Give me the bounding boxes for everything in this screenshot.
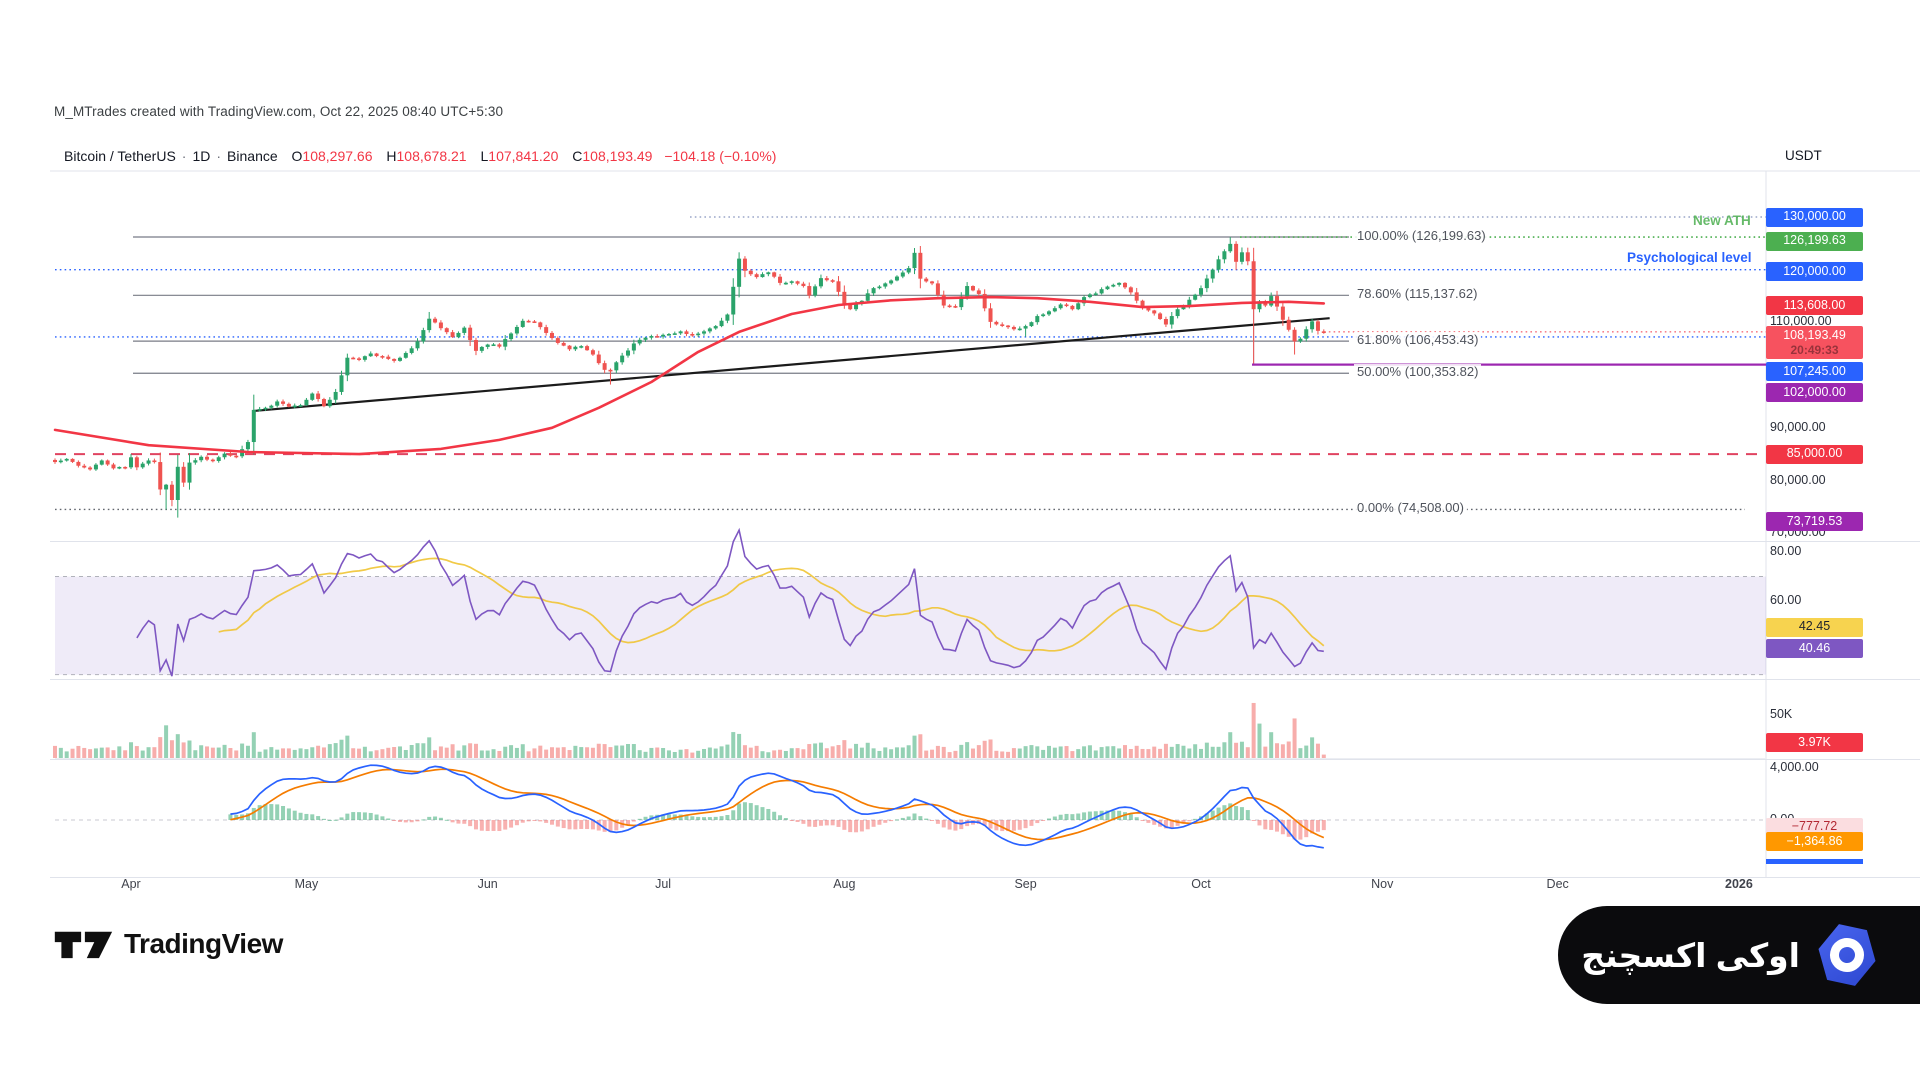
scale-badge: 85,000.00 [1766, 444, 1863, 464]
badge-value: 3.97K [1798, 734, 1831, 749]
close-value: 108,193.49 [582, 148, 653, 164]
fib-level-label: 50.00% (100,353.82) [1354, 364, 1482, 380]
badge-value: −1,364.86 [1786, 833, 1843, 848]
scale-badge: 3.97K [1766, 733, 1863, 753]
tradingview-logo-icon [54, 931, 113, 959]
badge-value: 107,245.00 [1783, 364, 1846, 379]
fib-level-label: 78.60% (115,137.62) [1354, 286, 1481, 302]
separator-dot: · [216, 148, 222, 164]
exchange-banner[interactable]: اوکی اکسچنج [1558, 906, 1920, 1004]
scale-tick: 80.00 [1770, 544, 1802, 558]
high-value: 108,678.21 [396, 148, 467, 164]
countdown-timer: 20:49:33 [1790, 343, 1839, 358]
time-axis-label: Sep [1014, 877, 1037, 891]
scale-badge: 108,193.49 20:49:33 [1766, 326, 1863, 360]
fib-level-label: 100.00% (126,199.63) [1354, 228, 1489, 244]
scale-badge: 130,000.00 [1766, 207, 1863, 227]
exchange-label: Binance [227, 148, 278, 164]
scale-tick: 80,000.00 [1770, 472, 1826, 487]
badge-value: 73,719.53 [1786, 513, 1843, 528]
exchange-banner-text: اوکی اکسچنج [1581, 936, 1800, 974]
time-axis-label: Dec [1546, 877, 1569, 891]
tradingview-branding[interactable]: TradingView [52, 922, 283, 966]
fib-level-label: 61.80% (106,453.43) [1354, 332, 1482, 348]
psychological-level-label: Psychological level [1627, 249, 1752, 265]
scale-badge: 42.45 [1766, 617, 1863, 637]
scale-tick: 110,000.00 [1770, 314, 1832, 329]
scale-badge: 120,000.00 [1766, 262, 1863, 282]
scale-badge: −777.72 [1766, 817, 1863, 837]
new-ath-label: New ATH [1693, 213, 1751, 229]
scale-badge: 113,608.00 [1766, 295, 1863, 315]
scale-badge: 40.46 [1766, 639, 1863, 659]
badge-value: 120,000.00 [1783, 263, 1846, 278]
open-value: 108,297.66 [302, 148, 373, 164]
time-axis-label: Nov [1371, 877, 1394, 891]
time-axis-label: Jul [655, 877, 672, 891]
scale-badge: 73,719.53 [1766, 512, 1863, 532]
macd-line-badge-clipped [1766, 859, 1863, 864]
attribution-text: M_MTrades created with TradingView.com, … [54, 104, 504, 119]
badge-value: −777.72 [1791, 819, 1838, 834]
time-axis-label: May [294, 877, 319, 891]
scale-badge: 102,000.00 [1766, 383, 1863, 403]
badge-value: 85,000.00 [1786, 446, 1843, 461]
scale-badge: 126,199.63 [1766, 231, 1863, 251]
scale-tick: 50K [1770, 707, 1793, 721]
badge-value: 42.45 [1798, 619, 1831, 634]
time-axis-label: Jun [477, 877, 498, 891]
price-scale-currency[interactable]: USDT [1785, 148, 1822, 163]
fib-level-label: 0.00% (74,508.00) [1354, 500, 1467, 516]
high-label: H [386, 148, 397, 164]
exchange-logo-icon [1810, 918, 1884, 992]
low-label: L [480, 148, 489, 164]
scale-tick: 60.00 [1770, 593, 1802, 608]
badge-value: 102,000.00 [1783, 384, 1846, 399]
low-value: 107,841.20 [488, 148, 559, 164]
tradingview-logo-text: TradingView [124, 928, 283, 959]
badge-value: 126,199.63 [1783, 233, 1846, 248]
time-axis-label: Oct [1191, 877, 1211, 891]
scale-tick: 4,000.00 [1770, 760, 1819, 774]
badge-value: 130,000.00 [1783, 209, 1846, 224]
change-value: −104.18 (−0.10%) [664, 148, 777, 164]
badge-value: 113,608.00 [1783, 297, 1846, 312]
scale-badge: 107,245.00 [1766, 362, 1863, 382]
scale-badge: −1,364.86 [1766, 832, 1863, 852]
close-label: C [572, 148, 583, 164]
interval-label: 1D [192, 148, 211, 164]
symbol-name: Bitcoin / TetherUS [64, 148, 176, 164]
separator-dot: · [181, 148, 187, 164]
symbol-header[interactable]: Bitcoin / TetherUS · 1D · Binance O108,297.6… [64, 148, 776, 164]
time-axis-label: Aug [833, 877, 856, 891]
time-axis-label: Apr [121, 877, 141, 891]
open-label: O [291, 148, 303, 164]
badge-value: 108,193.49 [1783, 327, 1846, 342]
badge-value: 40.46 [1798, 641, 1831, 656]
scale-tick: 90,000.00 [1770, 419, 1826, 434]
time-axis-label: 2026 [1725, 877, 1753, 891]
